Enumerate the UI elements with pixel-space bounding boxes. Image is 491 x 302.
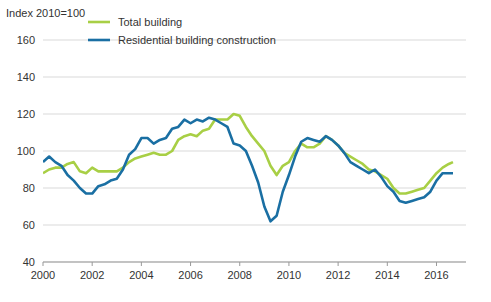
x-tick-label: 2004 <box>129 269 153 281</box>
grid-line <box>43 151 466 152</box>
y-tick-label: 60 <box>23 219 35 231</box>
y-tick-label: 160 <box>17 34 35 46</box>
grid-line <box>43 114 466 115</box>
x-axis <box>43 262 466 263</box>
y-tick-label: 120 <box>17 108 35 120</box>
x-tick-label: 2006 <box>178 269 202 281</box>
y-tick-label: 40 <box>23 256 35 268</box>
x-tick-label: 2008 <box>228 269 252 281</box>
y-tick-label: 80 <box>23 182 35 194</box>
x-tick <box>338 262 339 266</box>
x-tick-label: 2012 <box>326 269 350 281</box>
grid-line <box>43 188 466 189</box>
legend-swatch <box>88 21 110 24</box>
x-tick-label: 2010 <box>277 269 301 281</box>
grid-line <box>43 77 466 78</box>
x-tick-label: 2014 <box>375 269 399 281</box>
x-tick <box>141 262 142 266</box>
x-tick <box>239 262 240 266</box>
x-tick-label: 2002 <box>80 269 104 281</box>
y-tick-label: 140 <box>17 71 35 83</box>
series-line <box>43 118 453 222</box>
x-tick <box>92 262 93 266</box>
legend-swatch <box>88 39 110 42</box>
plot-area <box>43 114 453 221</box>
x-tick <box>288 262 289 266</box>
x-tick-label: 2000 <box>31 269 55 281</box>
legend-label: Total building <box>118 16 182 28</box>
x-tick-label: 2016 <box>424 269 448 281</box>
chart: Index 2010=100 40 60 80 100 120 140 160 2000 2002… <box>0 0 491 302</box>
x-tick <box>387 262 388 266</box>
x-tick <box>190 262 191 266</box>
y-tick-label: 100 <box>17 145 35 157</box>
x-tick <box>436 262 437 266</box>
title: Index 2010=100 <box>6 7 85 19</box>
x-tick <box>43 262 44 266</box>
grid-line <box>43 225 466 226</box>
grid-line <box>43 262 466 263</box>
legend-label: Residential building construction <box>118 34 276 46</box>
